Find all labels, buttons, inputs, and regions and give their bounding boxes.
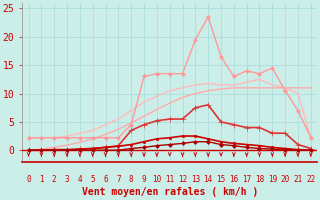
X-axis label: Vent moyen/en rafales ( km/h ): Vent moyen/en rafales ( km/h ) bbox=[82, 187, 258, 197]
